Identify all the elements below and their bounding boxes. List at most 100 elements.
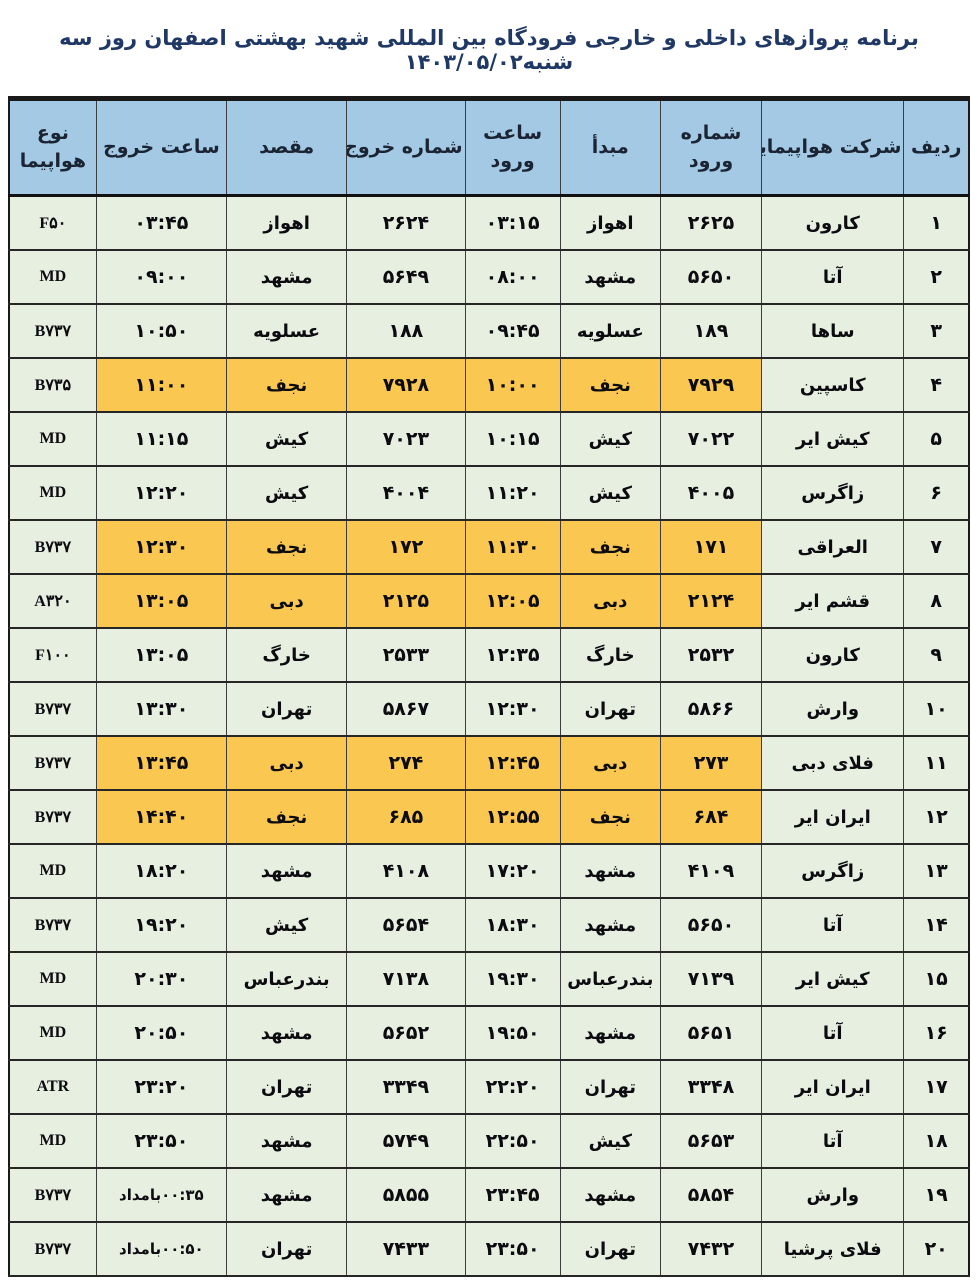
cell-dep-time: ۲۳:۵۰	[95, 1113, 228, 1169]
cell-aircraft: B۷۳۵	[8, 357, 97, 413]
table-row: ۸ قشم ایر ۲۱۲۴ دبی ۱۲:۰۵ ۲۱۲۵ دبی ۱۳:۰۵ A۳۲۰	[8, 573, 970, 629]
column-header-aircraft-type: نوع هواپیما	[8, 97, 97, 197]
cell-airline: آتا	[761, 897, 905, 953]
table-row: ۱۶ آتا ۵۶۵۱ مشهد ۱۹:۵۰ ۵۶۵۲ مشهد ۲۰:۵۰ MD	[8, 1005, 970, 1061]
cell-dep-time: ۰۰:۳۵بامداد	[95, 1167, 228, 1223]
flight-table-body: ۱ کارون ۲۶۲۵ اهواز ۰۳:۱۵ ۲۶۲۴ اهواز ۰۳:۴۵ F۵۰ ۲ آت…	[8, 194, 970, 1277]
cell-dep-no: ۵۸۵۵	[346, 1167, 466, 1223]
cell-dep-no: ۱۷۲	[346, 519, 466, 575]
cell-dest: نجف	[226, 789, 348, 845]
cell-dest: اهواز	[226, 194, 348, 251]
cell-arr-time: ۲۲:۵۰	[464, 1113, 561, 1169]
cell-row-no: ۱۷	[903, 1059, 970, 1115]
cell-arr-no: ۵۶۵۳	[659, 1113, 763, 1169]
cell-dep-no: ۷۹۲۸	[346, 357, 466, 413]
cell-arr-no: ۵۶۵۱	[659, 1005, 763, 1061]
cell-dep-no: ۷۰۲۳	[346, 411, 466, 467]
column-header-origin: مبدأ	[559, 97, 661, 197]
cell-aircraft: B۷۳۷	[8, 1221, 97, 1277]
cell-dep-no: ۴۱۰۸	[346, 843, 466, 899]
cell-row-no: ۱۱	[903, 735, 970, 791]
cell-arr-no: ۶۸۴	[659, 789, 763, 845]
cell-dep-no: ۷۴۳۳	[346, 1221, 466, 1277]
cell-dest: دبی	[226, 735, 348, 791]
cell-arr-no: ۱۷۱	[659, 519, 763, 575]
cell-dep-time: ۲۳:۲۰	[95, 1059, 228, 1115]
table-row: ۴ کاسپین ۷۹۲۹ نجف ۱۰:۰۰ ۷۹۲۸ نجف ۱۱:۰۰ B۷۳۵	[8, 357, 970, 413]
cell-dep-time: ۱۳:۴۵	[95, 735, 228, 791]
flight-schedule-table: ردیف شرکت هواپیمایی شماره ورود مبدأ ساعت…	[8, 96, 970, 1277]
table-row: ۳ ساها ۱۸۹ عسلویه ۰۹:۴۵ ۱۸۸ عسلویه ۱۰:۵۰ B۷۳۷	[8, 303, 970, 359]
cell-origin: کیش	[559, 1113, 661, 1169]
cell-dest: بندرعباس	[226, 951, 348, 1007]
cell-airline: کیش ایر	[761, 951, 905, 1007]
cell-row-no: ۸	[903, 573, 970, 629]
cell-arr-time: ۲۳:۵۰	[464, 1221, 561, 1277]
cell-arr-time: ۱۹:۳۰	[464, 951, 561, 1007]
cell-row-no: ۲	[903, 249, 970, 305]
cell-airline: کارون	[761, 627, 905, 683]
cell-dest: کیش	[226, 897, 348, 953]
cell-row-no: ۱۸	[903, 1113, 970, 1169]
cell-dest: نجف	[226, 357, 348, 413]
cell-airline: ایران ایر	[761, 789, 905, 845]
cell-dep-time: ۰۰:۵۰بامداد	[95, 1221, 228, 1277]
cell-origin: عسلویه	[559, 303, 661, 359]
cell-row-no: ۱	[903, 194, 970, 251]
page-title: برنامه پروازهای داخلی و خارجی فرودگاه بی…	[59, 26, 919, 74]
cell-airline: وارش	[761, 1167, 905, 1223]
cell-airline: قشم ایر	[761, 573, 905, 629]
cell-aircraft: MD	[8, 249, 97, 305]
cell-origin: نجف	[559, 789, 661, 845]
cell-arr-no: ۲۵۳۲	[659, 627, 763, 683]
cell-origin: تهران	[559, 1059, 661, 1115]
column-header-destination: مقصد	[226, 97, 348, 197]
cell-airline: فلای پرشیا	[761, 1221, 905, 1277]
cell-dep-time: ۲۰:۳۰	[95, 951, 228, 1007]
cell-dep-time: ۱۹:۲۰	[95, 897, 228, 953]
cell-dep-no: ۵۶۵۲	[346, 1005, 466, 1061]
cell-arr-time: ۱۰:۰۰	[464, 357, 561, 413]
table-row: ۱ کارون ۲۶۲۵ اهواز ۰۳:۱۵ ۲۶۲۴ اهواز ۰۳:۴۵ F۵۰	[8, 194, 970, 251]
cell-dest: مشهد	[226, 1167, 348, 1223]
cell-arr-time: ۱۲:۳۵	[464, 627, 561, 683]
cell-origin: مشهد	[559, 843, 661, 899]
cell-dep-time: ۰۹:۰۰	[95, 249, 228, 305]
cell-aircraft: MD	[8, 1005, 97, 1061]
cell-dest: تهران	[226, 681, 348, 737]
cell-dep-time: ۱۰:۵۰	[95, 303, 228, 359]
cell-dest: تهران	[226, 1059, 348, 1115]
cell-airline: کاسپین	[761, 357, 905, 413]
column-header-departure-number: شماره خروج	[346, 97, 466, 197]
cell-dep-no: ۷۱۳۸	[346, 951, 466, 1007]
cell-dest: مشهد	[226, 1005, 348, 1061]
cell-aircraft: MD	[8, 951, 97, 1007]
cell-arr-time: ۱۸:۳۰	[464, 897, 561, 953]
cell-aircraft: B۷۳۷	[8, 519, 97, 575]
cell-origin: بندرعباس	[559, 951, 661, 1007]
cell-arr-no: ۲۶۲۵	[659, 194, 763, 251]
cell-origin: مشهد	[559, 249, 661, 305]
column-header-airline: شرکت هواپیمایی	[761, 97, 905, 197]
cell-dest: مشهد	[226, 249, 348, 305]
cell-row-no: ۷	[903, 519, 970, 575]
cell-row-no: ۳	[903, 303, 970, 359]
cell-dep-no: ۳۳۴۹	[346, 1059, 466, 1115]
column-header-arrival-number: شماره ورود	[659, 97, 763, 197]
cell-arr-no: ۷۱۳۹	[659, 951, 763, 1007]
cell-airline: العراقی	[761, 519, 905, 575]
cell-origin: نجف	[559, 357, 661, 413]
cell-dest: دبی	[226, 573, 348, 629]
cell-dep-no: ۴۰۰۴	[346, 465, 466, 521]
table-row: ۶ زاگرس ۴۰۰۵ کیش ۱۱:۲۰ ۴۰۰۴ کیش ۱۲:۲۰ MD	[8, 465, 970, 521]
cell-airline: فلای دبی	[761, 735, 905, 791]
cell-airline: زاگرس	[761, 465, 905, 521]
cell-aircraft: MD	[8, 1113, 97, 1169]
cell-dep-no: ۵۶۴۹	[346, 249, 466, 305]
cell-aircraft: MD	[8, 411, 97, 467]
cell-row-no: ۱۶	[903, 1005, 970, 1061]
table-row: ۱۷ ایران ایر ۳۳۴۸ تهران ۲۲:۲۰ ۳۳۴۹ تهران ۲۳:۲۰ A…	[8, 1059, 970, 1115]
cell-dep-time: ۰۳:۴۵	[95, 194, 228, 251]
table-row: ۱۹ وارش ۵۸۵۴ مشهد ۲۳:۴۵ ۵۸۵۵ مشهد ۰۰:۳۵بامداد B۷…	[8, 1167, 970, 1223]
cell-row-no: ۱۵	[903, 951, 970, 1007]
